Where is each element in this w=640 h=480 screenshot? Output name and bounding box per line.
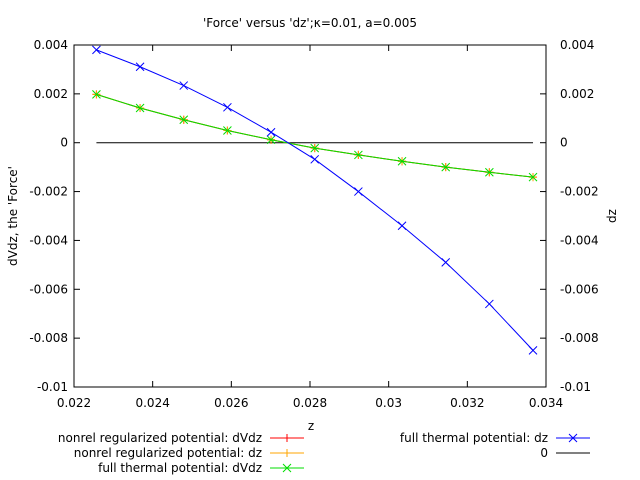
- legend-label: full thermal potential: dz: [400, 431, 548, 445]
- y-tick-label: -0.01: [37, 380, 68, 394]
- series-line: [96, 93, 534, 178]
- y-tick-label: -0.002: [29, 185, 68, 199]
- data-point: [223, 126, 232, 135]
- series-line: [96, 93, 534, 178]
- data-point: [397, 221, 407, 231]
- series-1: [92, 90, 538, 182]
- x-tick-label: 0.022: [57, 396, 91, 410]
- legend-label: full thermal potential: dVdz: [98, 461, 262, 475]
- series-0: [92, 90, 538, 182]
- y2-axis-label: dz: [605, 209, 619, 223]
- data-point: [92, 45, 101, 55]
- data-point: [568, 433, 578, 443]
- series-line: [96, 93, 534, 178]
- x-tick-label: 0.032: [450, 396, 484, 410]
- x-axis-label: z: [308, 419, 314, 433]
- y2-tick-label: -0.008: [560, 331, 599, 345]
- legend: nonrel regularized potential: dVdznonrel…: [58, 431, 590, 475]
- y-tick-label: 0.004: [34, 38, 68, 52]
- x-tick-label: 0.028: [293, 396, 327, 410]
- y2-tick-label: 0.002: [560, 87, 594, 101]
- data-point: [266, 127, 276, 137]
- tick-layer: 0.022 0.024 0.026 0.028 0.03 0.032 0.034 0.004 0…: [29, 38, 598, 410]
- data-point: [223, 102, 232, 112]
- y-tick-label: -0.006: [29, 282, 68, 296]
- y2-tick-label: 0.004: [560, 38, 594, 52]
- data-point: [354, 150, 363, 160]
- data-point: [528, 172, 538, 182]
- data-point: [179, 115, 189, 125]
- data-point: [266, 135, 276, 145]
- series-layer: [92, 45, 538, 355]
- y2-tick-label: 0: [560, 136, 568, 150]
- y2-tick-label: -0.01: [560, 380, 591, 394]
- series-2: [92, 89, 538, 182]
- data-point: [283, 449, 291, 457]
- x-tick-label: 0.034: [529, 396, 563, 410]
- data-point: [310, 143, 320, 153]
- data-point: [310, 154, 320, 164]
- series-3: [92, 45, 538, 355]
- data-point: [441, 258, 451, 267]
- plot-frame: [73, 44, 547, 388]
- y2-tick-label: -0.006: [560, 282, 599, 296]
- y-tick-label: -0.008: [29, 331, 68, 345]
- y-tick-label: -0.004: [29, 233, 68, 247]
- x-tick-label: 0.026: [214, 396, 248, 410]
- data-point: [528, 346, 538, 355]
- series-line: [96, 49, 534, 351]
- x-tick-label: 0.03: [375, 396, 402, 410]
- legend-label: nonrel regularized potential: dz: [74, 446, 262, 460]
- y-axis-label: dVdz, the 'Force': [6, 166, 20, 266]
- data-point: [354, 187, 363, 196]
- data-point: [283, 434, 291, 442]
- y2-tick-label: -0.002: [560, 185, 599, 199]
- data-point: [485, 299, 494, 309]
- data-point: [397, 156, 407, 166]
- legend-label: nonrel regularized potential: dVdz: [58, 431, 262, 445]
- y-tick-label: 0: [60, 136, 68, 150]
- chart-title: 'Force' versus 'dz';κ=0.01, a=0.005: [203, 16, 417, 30]
- x-tick-label: 0.024: [135, 396, 169, 410]
- y-tick-label: 0.002: [34, 87, 68, 101]
- data-point: [135, 62, 145, 72]
- data-point: [92, 89, 101, 99]
- data-point: [282, 463, 292, 473]
- data-point: [135, 103, 145, 113]
- data-point: [179, 81, 189, 90]
- y2-tick-label: -0.004: [560, 233, 599, 247]
- data-point: [485, 167, 494, 177]
- data-point: [441, 162, 451, 172]
- legend-label: 0: [540, 446, 548, 460]
